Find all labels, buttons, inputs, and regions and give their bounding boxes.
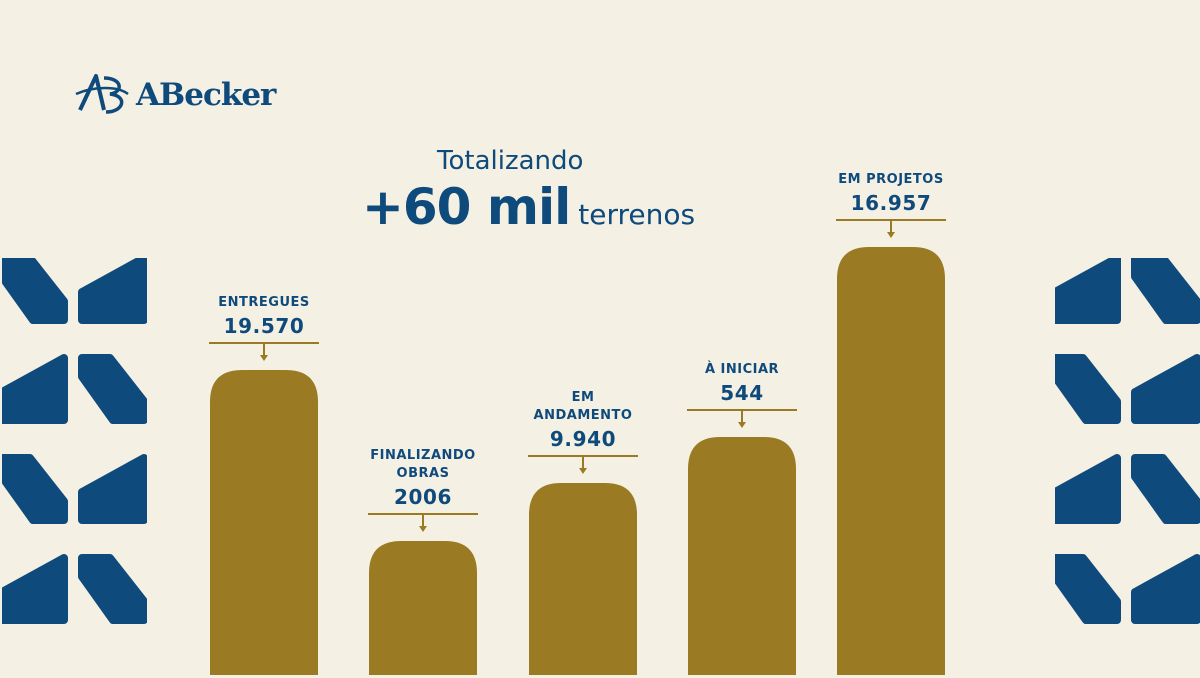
bar-value-1: 2006 [394, 485, 452, 509]
pattern-tile-2 [1055, 354, 1121, 424]
bar-3 [688, 437, 796, 675]
pattern-tile-0 [2, 258, 68, 324]
bar-category-0-0: ENTREGUES [218, 295, 310, 310]
decorative-pattern-right [1055, 258, 1200, 624]
arrow-down-icon [738, 422, 746, 428]
bar-value-3: 544 [720, 381, 764, 405]
bar-category-2-1: ANDAMENTO [534, 408, 633, 423]
headline-total-row: +60 mil terrenos [362, 178, 695, 236]
pattern-tile-7 [1131, 554, 1200, 624]
bar-value-0: 19.570 [224, 314, 305, 338]
pattern-tile-5 [1131, 454, 1200, 524]
pattern-tile-6 [1055, 554, 1121, 624]
arrow-down-icon [419, 526, 427, 532]
pattern-tile-1 [78, 258, 147, 324]
pattern-tile-7 [78, 554, 147, 624]
bar-value-4: 16.957 [851, 191, 932, 215]
bar-category-1-1: OBRAS [397, 466, 450, 481]
pattern-tile-4 [2, 454, 68, 524]
pattern-tile-4 [1055, 454, 1121, 524]
bar-category-3-0: À INICIAR [705, 361, 779, 377]
headline-total: +60 mil [362, 178, 571, 236]
bar-category-4-0: EM PROJETOS [838, 172, 943, 187]
brand-logo: ABecker [74, 72, 276, 118]
pattern-tile-3 [1131, 354, 1200, 424]
pattern-tile-1 [1131, 258, 1200, 324]
arrow-down-icon [887, 232, 895, 238]
abecker-logo-icon [75, 74, 129, 114]
bar-1 [369, 541, 477, 675]
arrow-down-icon [260, 355, 268, 361]
pattern-tile-0 [1055, 258, 1121, 324]
pattern-tile-6 [2, 554, 68, 624]
bar-2 [529, 483, 637, 675]
bar-value-2: 9.940 [550, 427, 616, 451]
headline-intro: Totalizando [437, 146, 584, 176]
arrow-down-icon [579, 468, 587, 474]
pattern-tile-5 [78, 454, 147, 524]
pattern-tile-3 [78, 354, 147, 424]
decorative-pattern-left [2, 258, 147, 624]
bar-category-1-0: FINALIZANDO [370, 448, 476, 463]
brand-name: ABecker [136, 77, 276, 113]
headline-unit: terrenos [578, 198, 696, 231]
bar-category-2-0: EM [572, 390, 595, 405]
bar-0 [210, 370, 318, 675]
pattern-tile-2 [2, 354, 68, 424]
bar-4 [837, 247, 945, 675]
